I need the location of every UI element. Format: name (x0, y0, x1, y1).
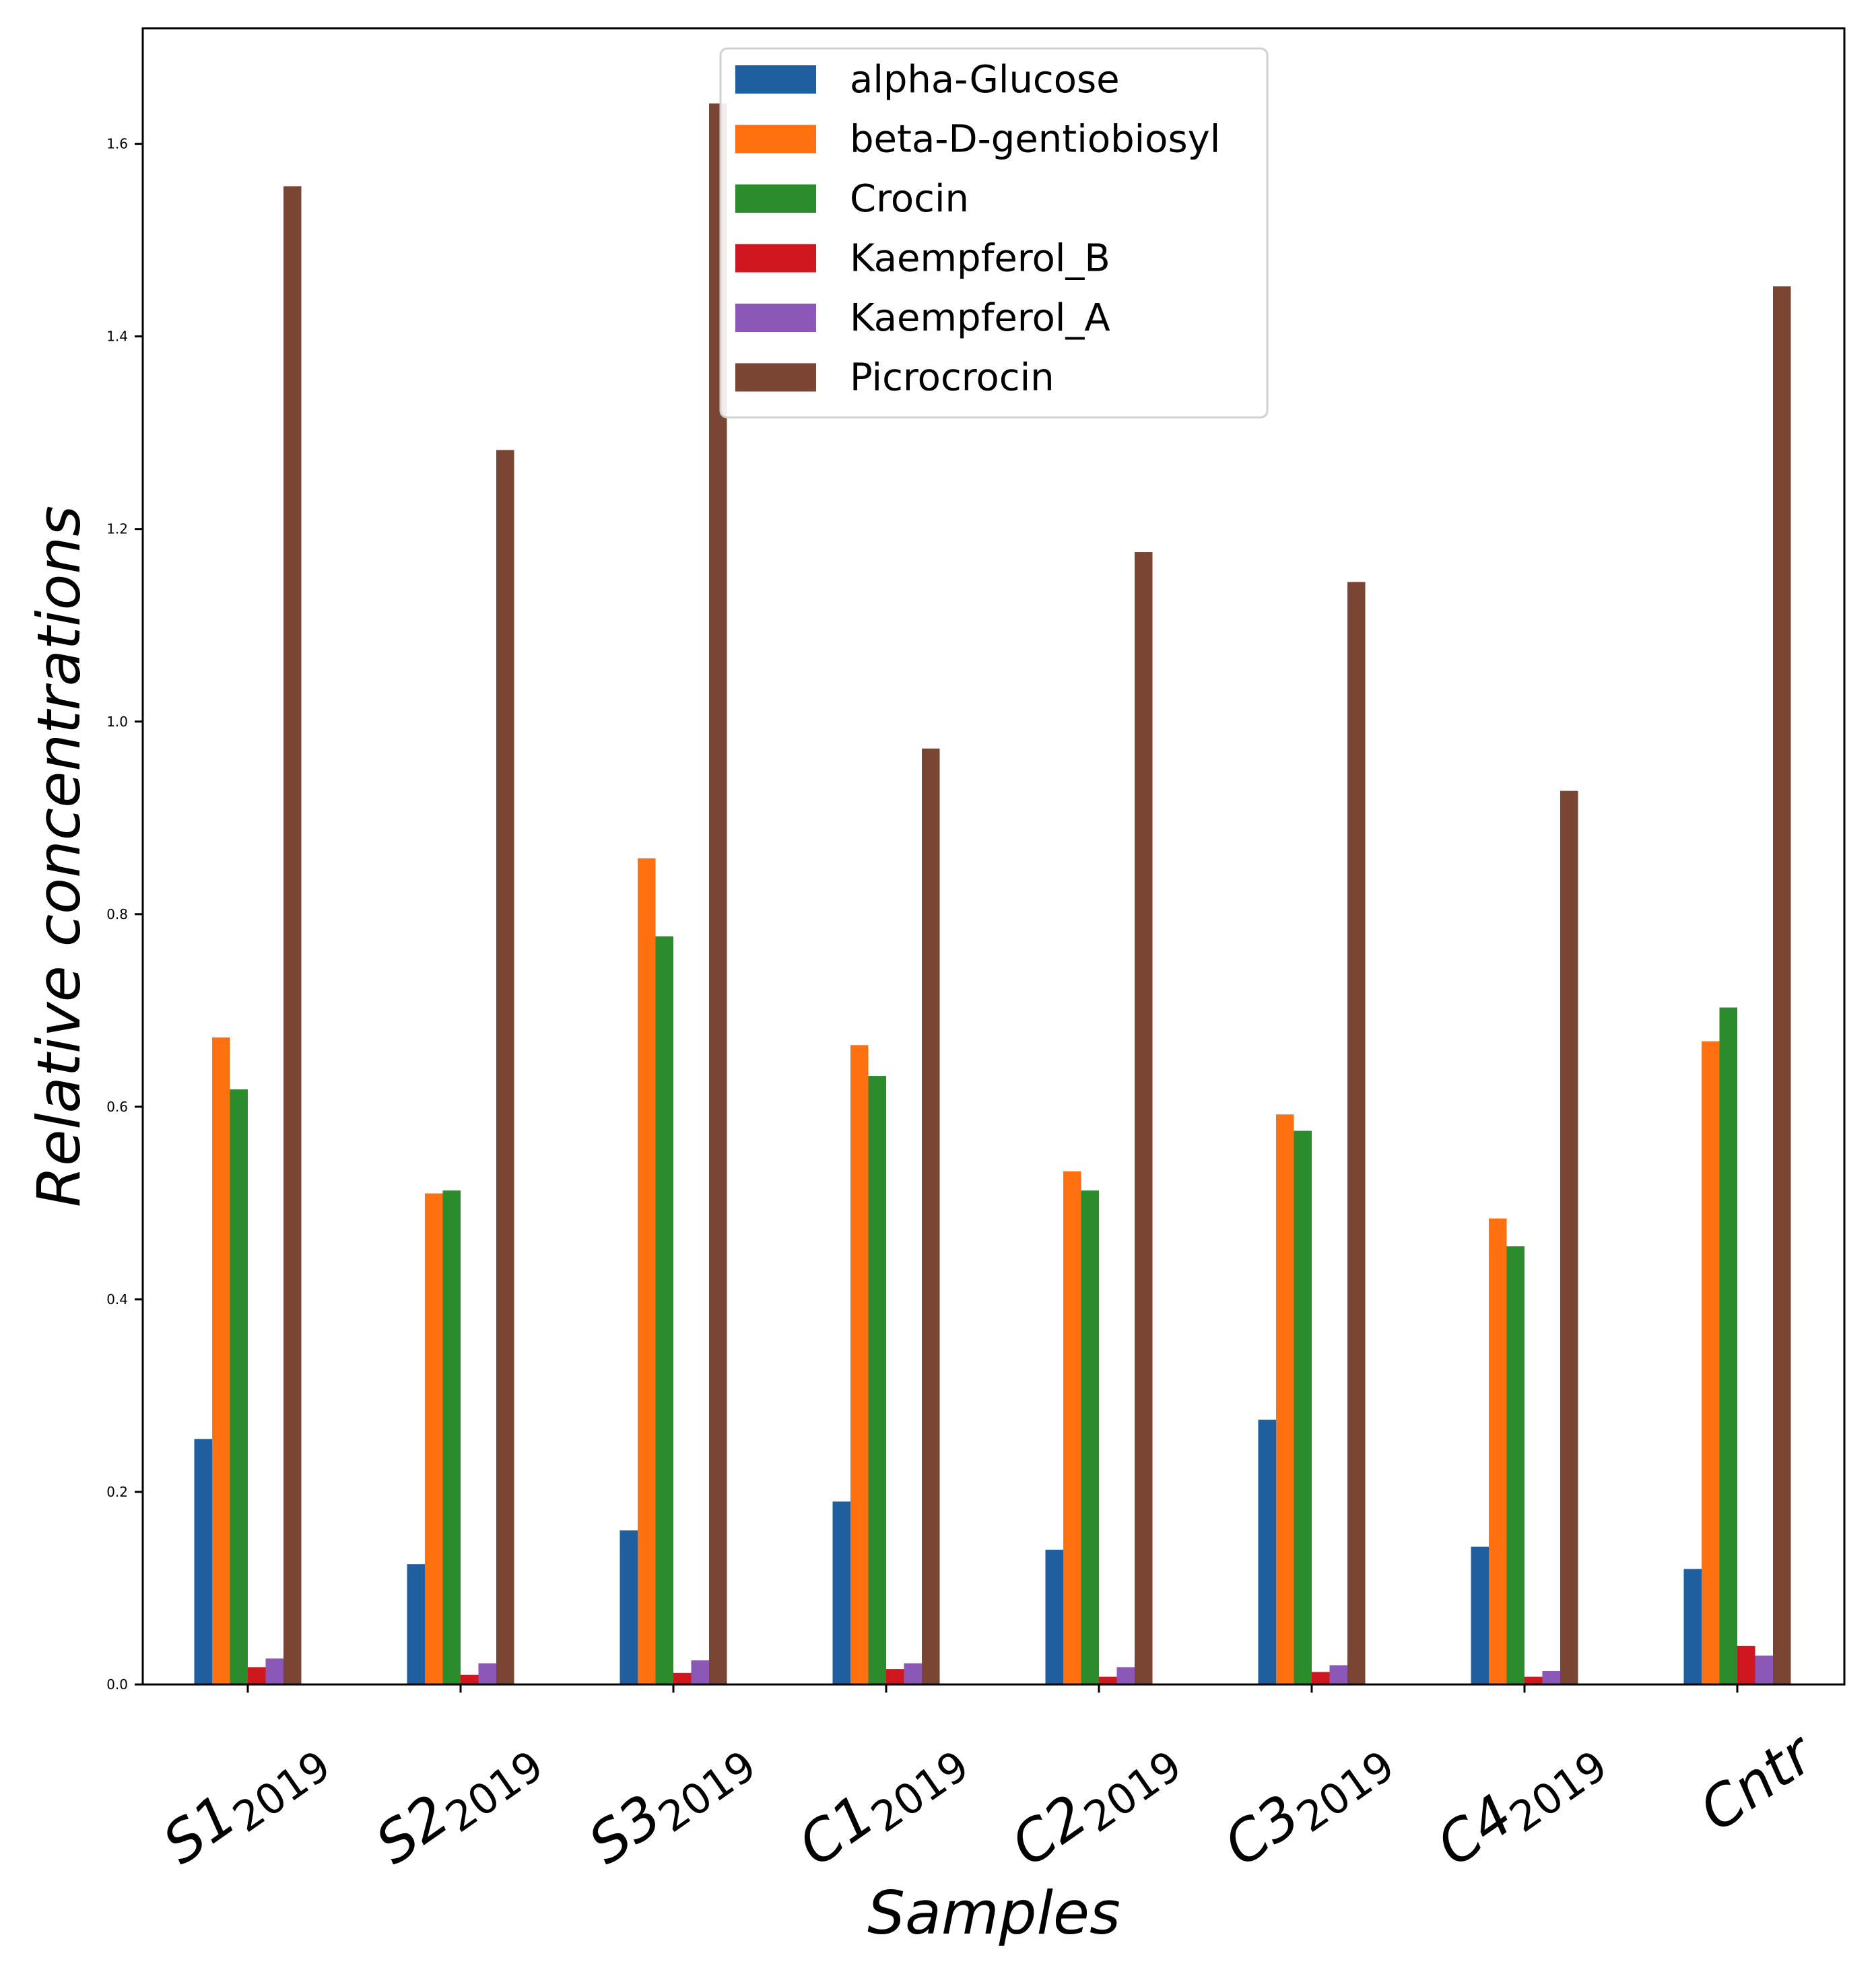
bar-crocin-c22019 (1081, 1190, 1099, 1684)
legend-swatch-kaempferol-b (735, 244, 816, 273)
bar-beta-d-gentiobiosyl-c42019 (1489, 1218, 1507, 1684)
legend-label-kaempferol-a: Kaempferol_A (850, 296, 1110, 340)
bar-kaempferol-a-c32019 (1329, 1665, 1347, 1684)
bar-kaempferol-b-s22019 (461, 1674, 479, 1684)
bar-kaempferol-b-c42019 (1525, 1676, 1543, 1684)
bar-beta-d-gentiobiosyl-cntr (1702, 1041, 1720, 1684)
bar-alpha-glucose-s32019 (619, 1530, 638, 1684)
plot-frame (141, 27, 1846, 1686)
y-axis-ticks: 0.0 0.2 0.4 0.6 0.8 1.0 1.2 1.4 1.6 (106, 136, 143, 1693)
bar-kaempferol-a-c42019 (1542, 1671, 1560, 1684)
bar-kaempferol-a-s32019 (691, 1660, 709, 1684)
x-axis-title: Samples (867, 1878, 1120, 1948)
bar-crocin-c32019 (1294, 1130, 1312, 1684)
bar-alpha-glucose-c42019 (1471, 1546, 1489, 1684)
y-tick-label: 1.6 (106, 136, 128, 152)
bar-crocin-cntr (1719, 1007, 1737, 1684)
legend-label-kaempferol-b: Kaempferol_B (850, 237, 1110, 281)
bar-beta-d-gentiobiosyl-s32019 (638, 858, 656, 1684)
bar-alpha-glucose-s22019 (407, 1564, 425, 1684)
bars-group (194, 103, 1791, 1684)
bar-alpha-glucose-c12019 (832, 1501, 850, 1684)
bar-crocin-s22019 (442, 1190, 461, 1684)
bar-beta-d-gentiobiosyl-s22019 (425, 1193, 443, 1684)
bar-picrocrocin-s12019 (283, 186, 302, 1684)
legend-swatch-kaempferol-a (735, 304, 816, 332)
legend-label-picrocrocin: Picrocrocin (850, 356, 1054, 400)
y-tick-label: 0.4 (106, 1291, 128, 1307)
legend-swatch-alpha-glucose (735, 65, 816, 94)
bar-alpha-glucose-c32019 (1258, 1419, 1276, 1684)
bar-kaempferol-a-s12019 (265, 1658, 283, 1684)
bar-kaempferol-a-c12019 (904, 1663, 922, 1684)
bar-picrocrocin-c32019 (1347, 582, 1366, 1684)
bar-beta-d-gentiobiosyl-c32019 (1276, 1114, 1294, 1684)
legend-frame (719, 47, 1269, 419)
legend-label-beta-d-gentiobiosyl: beta-D-gentiobiosyl (850, 118, 1220, 162)
bar-picrocrocin-c12019 (922, 748, 940, 1684)
bar-beta-d-gentiobiosyl-c22019 (1063, 1171, 1081, 1684)
y-tick-label: 0.6 (106, 1099, 128, 1115)
bar-kaempferol-a-s22019 (478, 1663, 496, 1684)
bar-beta-d-gentiobiosyl-c12019 (850, 1045, 869, 1684)
bar-kaempferol-b-c12019 (886, 1669, 904, 1684)
legend-label-crocin: Crocin (850, 177, 969, 221)
bar-crocin-s12019 (230, 1089, 248, 1684)
bar-kaempferol-b-s32019 (673, 1672, 692, 1684)
bar-kaempferol-b-cntr (1737, 1645, 1755, 1684)
bar-alpha-glucose-cntr (1683, 1569, 1702, 1684)
y-tick-label: 1.4 (106, 329, 128, 345)
bar-kaempferol-a-cntr (1755, 1656, 1773, 1684)
y-axis-title: Relative concentrations (24, 506, 94, 1207)
y-tick-label: 0.2 (106, 1484, 128, 1500)
bar-picrocrocin-c22019 (1135, 552, 1153, 1684)
bar-beta-d-gentiobiosyl-s12019 (212, 1037, 230, 1684)
y-tick-label: 1.0 (106, 714, 128, 730)
bar-alpha-glucose-c22019 (1045, 1549, 1063, 1684)
y-tick-label: 0.0 (106, 1676, 128, 1693)
bar-kaempferol-b-c22019 (1099, 1676, 1117, 1684)
bar-kaempferol-a-c22019 (1116, 1667, 1135, 1684)
legend-swatch-picrocrocin (735, 363, 816, 392)
legend-swatch-beta-d-gentiobiosyl (735, 125, 816, 154)
bar-picrocrocin-s22019 (496, 450, 514, 1684)
legend-swatch-crocin (735, 184, 816, 213)
bar-crocin-c12019 (868, 1076, 886, 1684)
y-tick-label: 0.8 (106, 906, 128, 922)
bar-kaempferol-b-c32019 (1312, 1672, 1330, 1684)
bar-crocin-c42019 (1506, 1246, 1525, 1684)
bar-picrocrocin-c42019 (1560, 790, 1578, 1684)
bar-alpha-glucose-s12019 (194, 1439, 212, 1684)
legend: alpha-Glucose beta-D-gentiobiosyl Crocin Ka… (719, 47, 1269, 419)
bar-kaempferol-b-s12019 (248, 1667, 266, 1684)
y-tick-label: 1.2 (106, 521, 128, 537)
bar-crocin-s32019 (655, 936, 673, 1684)
bar-picrocrocin-cntr (1773, 286, 1791, 1684)
legend-label-alpha-glucose: alpha-Glucose (850, 58, 1120, 102)
